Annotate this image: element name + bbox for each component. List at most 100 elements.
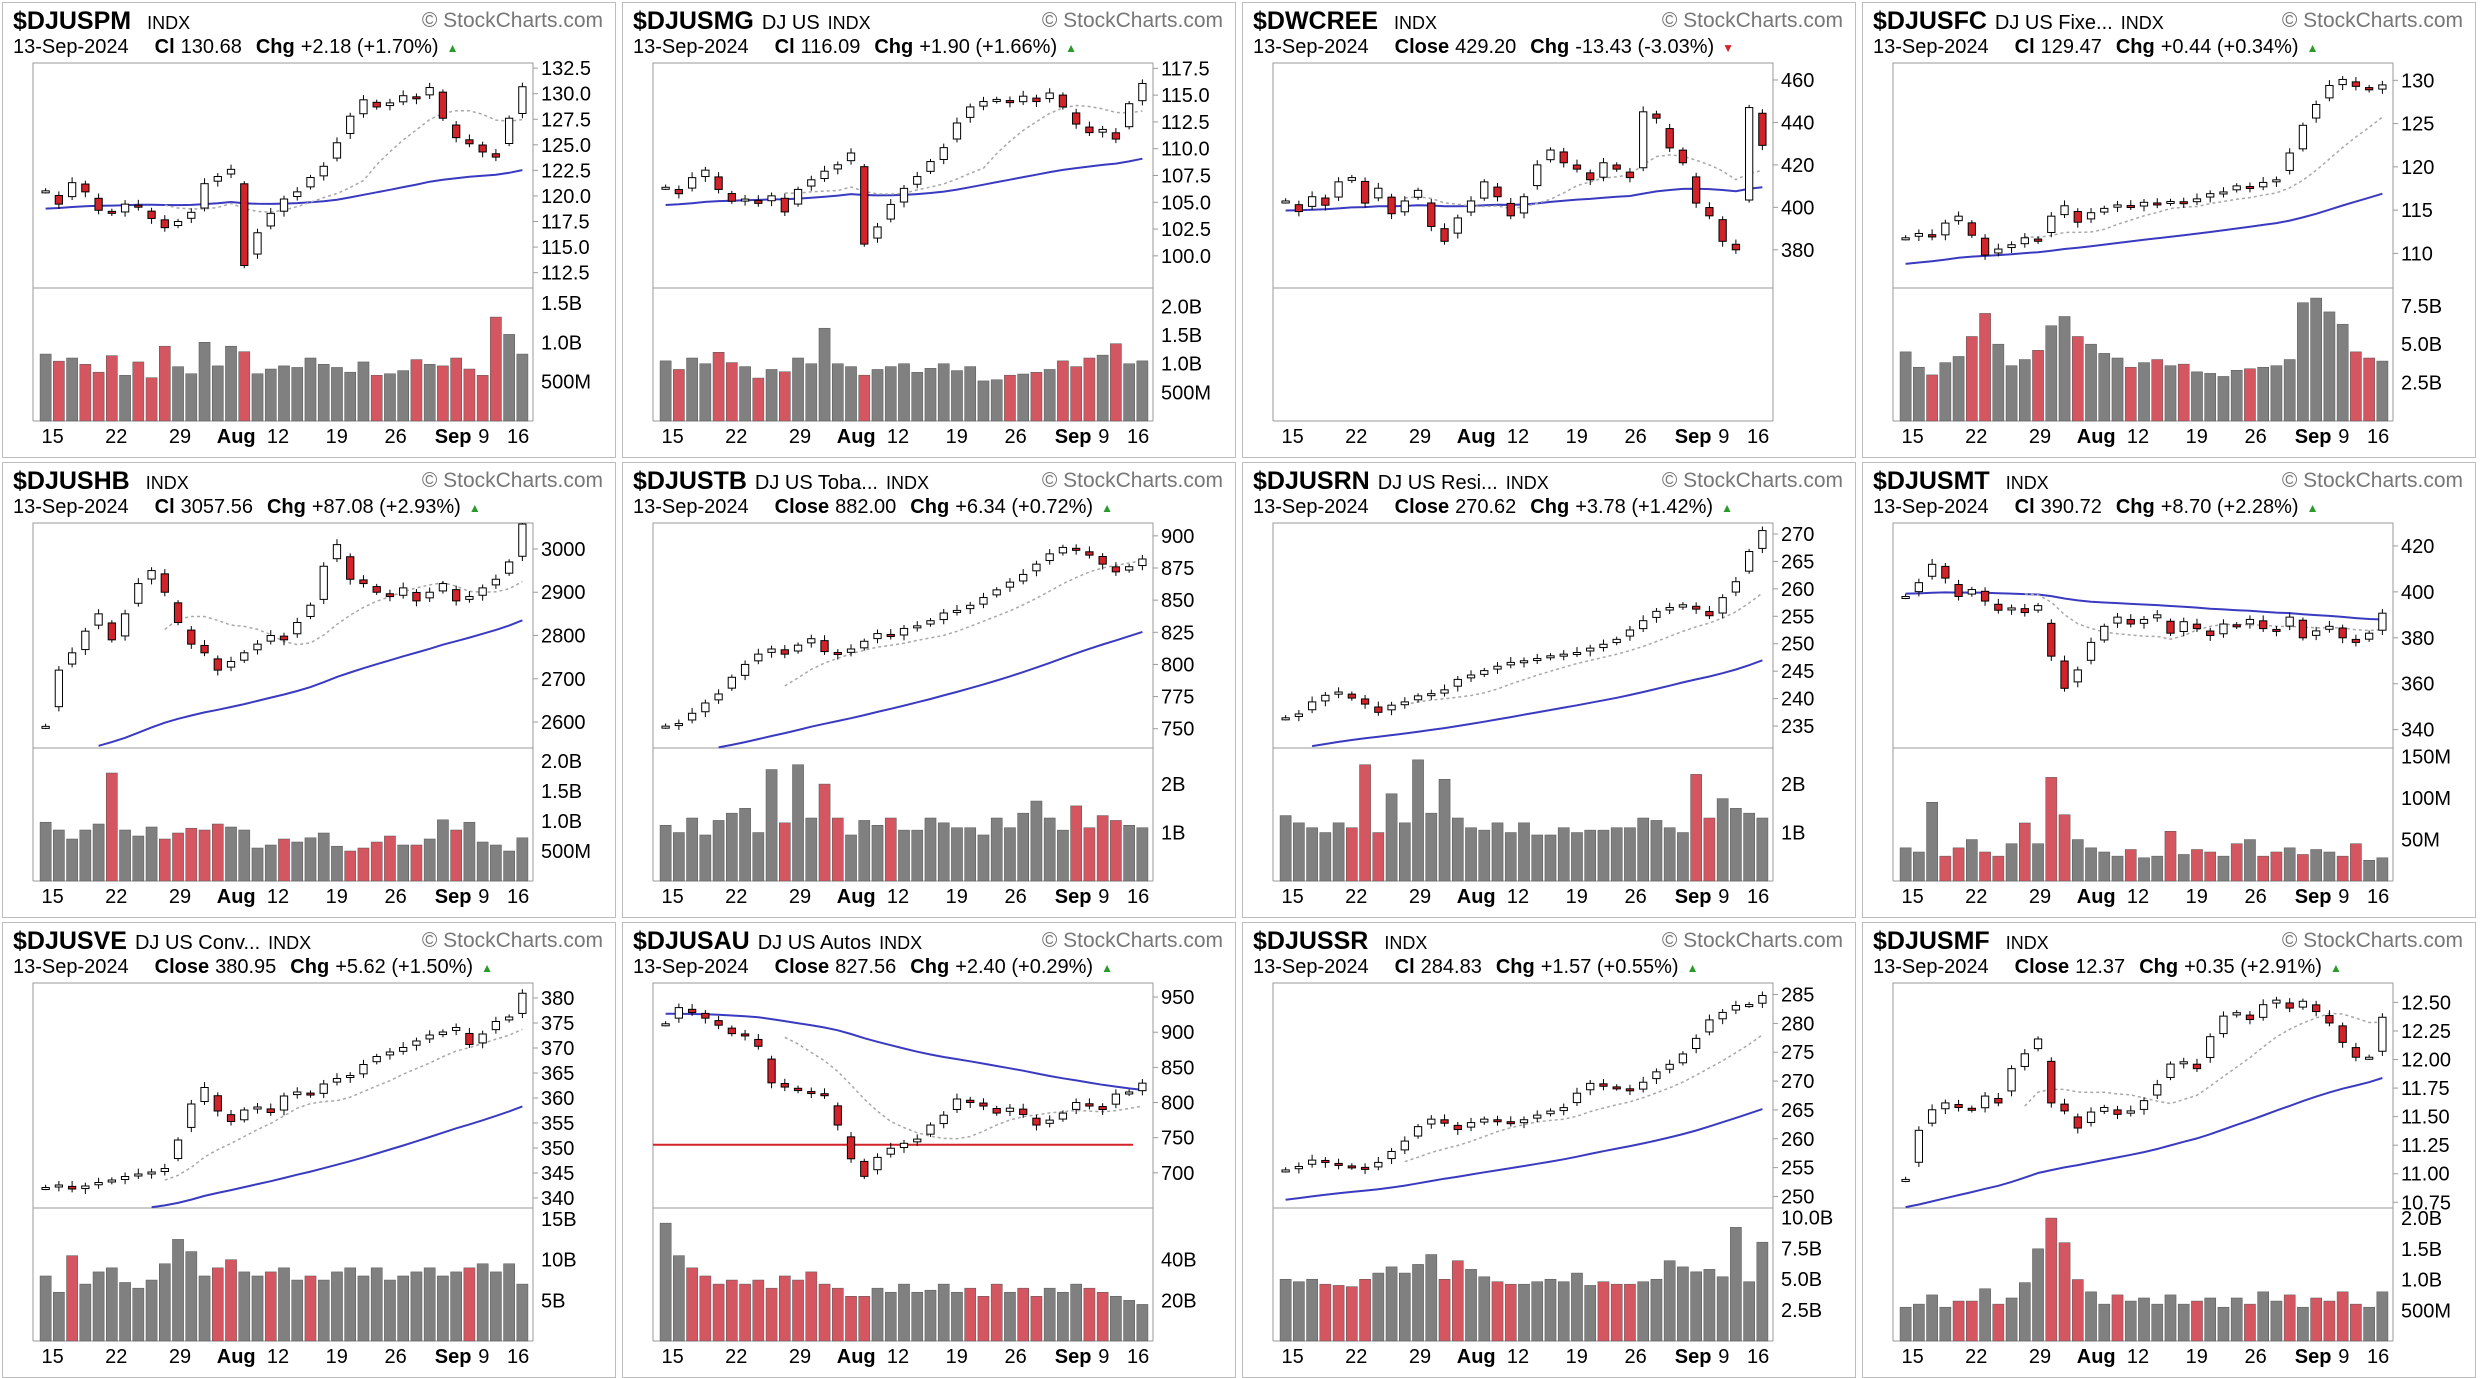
- chart-header: $DJUSMG DJ US INDX © StockCharts.com: [633, 7, 1225, 35]
- price-candle: [2166, 198, 2175, 206]
- volume-bar: [516, 1283, 529, 1342]
- x-tick-label: 12: [2127, 886, 2149, 908]
- price-candle: [54, 1180, 64, 1192]
- price-candle: [2206, 1033, 2215, 1063]
- volume-bar: [1425, 1254, 1438, 1342]
- moving-average-50-line: [665, 1012, 1143, 1091]
- volume-bar: [344, 850, 357, 882]
- x-tick-label: 26: [384, 426, 406, 448]
- price-candle: [767, 1055, 776, 1089]
- volume-bar: [185, 373, 198, 422]
- price-candle: [1281, 715, 1290, 721]
- volume-bar: [1597, 1281, 1610, 1342]
- x-tick-label: 12: [267, 886, 289, 908]
- volume-bar: [463, 1267, 476, 1342]
- price-candle: [1032, 94, 1041, 107]
- volume-bar: [765, 1287, 778, 1342]
- price-candle: [820, 165, 829, 182]
- price-candle: [1705, 1014, 1714, 1036]
- price-candle: [1005, 1104, 1015, 1117]
- x-tick-label: 15: [661, 426, 683, 448]
- price-candle: [1493, 1115, 1502, 1126]
- price-candle: [1692, 1034, 1701, 1054]
- volume-bar: [1730, 808, 1742, 882]
- price-candle: [452, 120, 461, 143]
- volume-bar: [1952, 847, 1965, 882]
- price-tick-label: 2600: [541, 712, 586, 734]
- volume-bar: [357, 361, 370, 422]
- price-candle: [740, 195, 750, 206]
- volume-bar: [2270, 851, 2283, 882]
- volume-bar: [370, 375, 383, 422]
- volume-bar: [2151, 855, 2164, 882]
- price-tick-label: 117.5: [541, 212, 590, 234]
- price-tick-label: 380: [541, 988, 574, 1010]
- volume-bar: [79, 1283, 92, 1342]
- volume-bar: [2376, 360, 2389, 422]
- price-candle: [939, 1111, 948, 1129]
- x-tick-label: Aug: [837, 426, 876, 448]
- volume-bar: [898, 363, 910, 422]
- direction-arrow-icon: ▲: [1101, 960, 1113, 975]
- volume-bar: [884, 1291, 897, 1342]
- price-candle: [1665, 1059, 1674, 1074]
- price-tick-label: 460: [1781, 70, 1814, 92]
- x-tick-label: Aug: [2077, 886, 2116, 908]
- volume-bar: [437, 819, 449, 882]
- price-tick-label: 355: [541, 1113, 574, 1135]
- price-tick-label: 900: [1161, 1022, 1194, 1044]
- volume-bar: [198, 1275, 211, 1342]
- volume-bar: [1491, 822, 1504, 882]
- price-tick-label: 115.0: [1161, 85, 1210, 107]
- x-tick-label: 15: [661, 886, 683, 908]
- price-candle: [886, 199, 895, 223]
- price-candle: [807, 1087, 816, 1099]
- volume-bar: [1703, 817, 1716, 882]
- price-candle: [213, 655, 222, 676]
- price-candle: [2179, 617, 2188, 637]
- volume-bar: [106, 1267, 118, 1342]
- volume-bar: [1610, 827, 1623, 882]
- price-candle: [1546, 1108, 1555, 1117]
- price-candle: [2351, 634, 2361, 647]
- volume-bar: [1899, 847, 1912, 882]
- x-tick-label: 26: [2244, 886, 2266, 908]
- volume-bar: [317, 832, 330, 882]
- volume-bar: [673, 1255, 685, 1342]
- direction-arrow-icon: ▲: [481, 960, 493, 975]
- volume-bar: [1359, 764, 1371, 882]
- moving-average-50-line: [98, 619, 523, 747]
- price-candle: [319, 562, 328, 605]
- volume-tick-label: 1.0B: [541, 811, 582, 833]
- moving-average-10-line: [164, 580, 523, 646]
- chart-header: $DJUSAU DJ US Autos INDX © StockCharts.com: [633, 927, 1225, 955]
- chart-panel-djusmt: $DJUSMT INDX © StockCharts.com 13-Sep-2024 C…: [1862, 462, 2476, 918]
- direction-arrow-icon: ▲: [2329, 960, 2342, 975]
- price-candle: [2007, 604, 2016, 615]
- close-value: 3057.56: [180, 496, 253, 518]
- chart-exchange: INDX: [268, 933, 312, 953]
- price-candle: [1307, 696, 1317, 714]
- volume-bar: [2310, 1297, 2322, 1342]
- price-candle: [1652, 1068, 1661, 1084]
- volume-bar: [712, 352, 725, 422]
- volume-bar: [145, 377, 158, 422]
- price-candle: [1731, 1000, 1741, 1015]
- moving-average-10-line: [164, 109, 523, 213]
- price-tick-label: 130: [2401, 70, 2434, 92]
- price-candle: [2126, 1105, 2135, 1117]
- x-tick-label: 16: [1747, 426, 1769, 448]
- price-tick-label: 12.25: [2401, 1021, 2451, 1043]
- price-candle: [359, 575, 368, 588]
- price-candle: [2033, 602, 2043, 613]
- source-label: © StockCharts.com: [2281, 469, 2463, 492]
- direction-arrow-icon: ▲: [468, 500, 481, 515]
- volume-bar: [1899, 1306, 1912, 1342]
- volume-bar: [278, 838, 290, 882]
- volume-bar: [2350, 1303, 2362, 1342]
- price-candle: [1400, 196, 1409, 216]
- volume-tick-label: 50M: [2401, 830, 2440, 852]
- x-tick-label: 22: [725, 1346, 747, 1368]
- price-candle: [899, 625, 909, 641]
